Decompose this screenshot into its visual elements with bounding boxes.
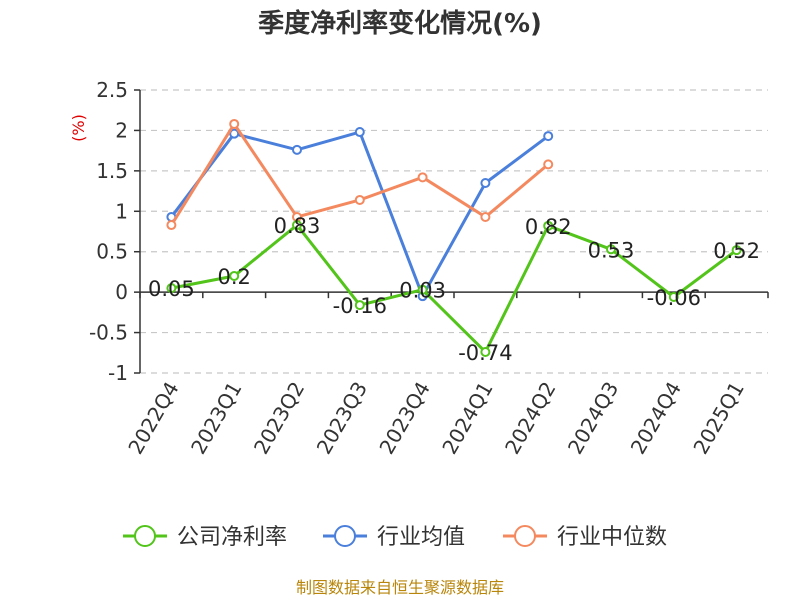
legend-marker-icon — [334, 525, 356, 547]
data-label: 0.83 — [274, 214, 321, 238]
y-tick-label: -1 — [108, 361, 128, 385]
data-point[interactable] — [166, 220, 177, 231]
data-point[interactable] — [543, 159, 554, 170]
data-label: 0.2 — [217, 265, 250, 289]
data-point[interactable] — [354, 300, 365, 311]
y-tick-label: 2 — [115, 118, 128, 142]
data-label: 0.03 — [399, 279, 446, 303]
legend-marker-icon — [514, 525, 536, 547]
x-tick-label: 2024Q2 — [500, 378, 560, 459]
source-note: 制图数据来自恒生聚源数据库 — [296, 578, 504, 597]
data-label: 0.52 — [713, 239, 760, 263]
y-tick-label: 1 — [115, 199, 128, 223]
x-tick-label: 2024Q3 — [563, 378, 623, 459]
y-tick-label: 2.5 — [96, 78, 128, 102]
data-label: -0.74 — [458, 341, 512, 365]
legend-item[interactable]: 行业均值 — [323, 525, 465, 550]
legend-marker-icon — [134, 525, 156, 547]
data-point[interactable] — [292, 220, 302, 231]
legend[interactable]: 公司净利率 行业均值 行业中位数 — [123, 525, 667, 550]
data-labels: 0.05 0.2 0.83 -0.16 0.03 -0.74 0.82 0.53 -0.06 0.… — [148, 214, 760, 365]
data-point[interactable] — [229, 270, 240, 281]
data-point[interactable] — [480, 211, 491, 222]
data-label: -0.06 — [647, 286, 701, 310]
y-tick-label: -0.5 — [89, 321, 128, 345]
data-point[interactable] — [292, 144, 302, 155]
data-point[interactable] — [354, 194, 365, 205]
x-tick-label: 2024Q4 — [626, 378, 686, 459]
legend-label: 行业均值 — [377, 525, 465, 550]
series-line — [171, 223, 738, 354]
x-tick-label: 2024Q1 — [437, 378, 497, 459]
data-point[interactable] — [480, 177, 491, 188]
chart-title: 季度净利率变化情况(%) — [258, 8, 542, 39]
data-point[interactable] — [166, 283, 177, 294]
legend-item[interactable]: 行业中位数 — [503, 525, 667, 550]
data-point[interactable] — [480, 346, 491, 357]
data-point[interactable] — [543, 131, 554, 142]
x-tick-label: 2025Q1 — [688, 378, 748, 459]
data-point[interactable] — [354, 127, 365, 138]
data-point[interactable] — [606, 244, 616, 255]
data-point[interactable] — [417, 284, 428, 295]
y-tick-label: 1.5 — [96, 159, 128, 183]
x-tick-label: 2023Q1 — [186, 378, 246, 459]
data-label: 0.82 — [525, 215, 572, 239]
x-tick-label: 2023Q3 — [312, 378, 372, 459]
data-point[interactable] — [229, 118, 240, 129]
series-lines — [166, 118, 742, 357]
x-tick-label: 2023Q2 — [249, 378, 309, 459]
y-tick-label: 0.5 — [96, 240, 128, 264]
data-label: 0.53 — [588, 238, 635, 262]
legend-item[interactable]: 公司净利率 — [123, 525, 287, 550]
legend-label: 公司净利率 — [177, 525, 287, 550]
data-point[interactable] — [543, 220, 554, 231]
data-point[interactable] — [229, 128, 240, 139]
y-unit-label: (%) — [69, 114, 88, 142]
data-point[interactable] — [668, 291, 679, 302]
data-point[interactable] — [731, 245, 742, 256]
data-label: -0.16 — [333, 294, 387, 318]
series-line — [170, 122, 550, 226]
gridlines — [140, 89, 768, 374]
x-tick-label: 2022Q4 — [123, 378, 183, 459]
data-point[interactable] — [417, 172, 428, 183]
x-tick-label: 2023Q4 — [374, 378, 434, 459]
y-tick-label: 0 — [115, 280, 128, 304]
data-label: 0.05 — [148, 277, 195, 301]
legend-label: 行业中位数 — [557, 525, 667, 550]
